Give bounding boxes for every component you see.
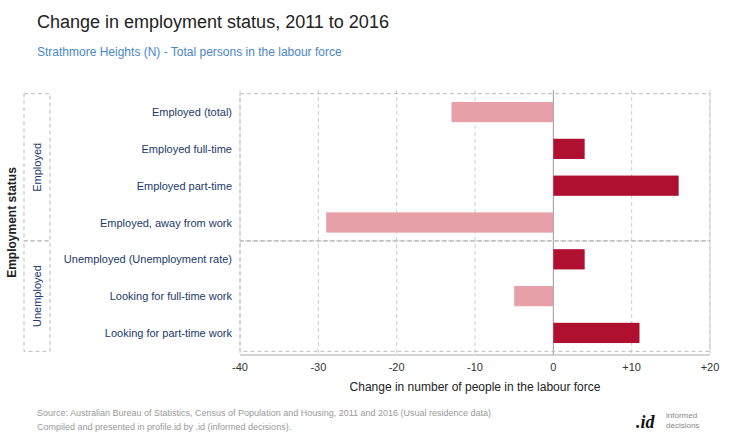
category-label: Looking for full-time work bbox=[110, 290, 233, 302]
title: Change in employment status, 2011 to 201… bbox=[37, 12, 389, 32]
tick-label: 0 bbox=[550, 361, 556, 373]
tick-label: -10 bbox=[467, 361, 483, 373]
x-axis-label: Change in number of people in the labour… bbox=[350, 380, 601, 394]
category-label: Looking for part-time work bbox=[105, 327, 233, 339]
logo: .id bbox=[636, 412, 656, 432]
group-label: Employed bbox=[31, 143, 43, 192]
bar bbox=[514, 286, 553, 306]
tick-label: -40 bbox=[232, 361, 248, 373]
group-label-box bbox=[24, 241, 50, 351]
x-grid bbox=[240, 90, 710, 355]
subtitle: Strathmore Heights (N) - Total persons i… bbox=[37, 45, 342, 59]
x-tick-labels: -40 -30 -20 -10 0 +10 +20 bbox=[232, 361, 719, 373]
category-label: Employed, away from work bbox=[100, 217, 233, 229]
tick-label: -30 bbox=[310, 361, 326, 373]
group-label: Unemployed bbox=[31, 265, 43, 327]
bar bbox=[452, 102, 554, 122]
bar bbox=[553, 139, 584, 159]
y-axis-label: Employment status bbox=[5, 167, 19, 278]
chart: Change in employment status, 2011 to 201… bbox=[0, 0, 740, 440]
group-box bbox=[240, 241, 710, 351]
logo-text-line: informed bbox=[666, 411, 697, 420]
tick-label: +10 bbox=[622, 361, 641, 373]
category-label: Unemployed (Unemployment rate) bbox=[64, 253, 232, 265]
bar bbox=[326, 212, 553, 232]
grid-line bbox=[631, 90, 632, 355]
category-label: Employed full-time bbox=[142, 143, 232, 155]
bar bbox=[553, 176, 678, 196]
grid-line bbox=[318, 90, 319, 355]
logo-text: informeddecisions bbox=[666, 411, 699, 430]
tick-label: +20 bbox=[701, 361, 720, 373]
group-label-box bbox=[24, 94, 50, 241]
bar bbox=[553, 323, 639, 343]
category-labels: Employed (total) Employed full-time Employ… bbox=[64, 106, 233, 339]
tick-label: -20 bbox=[389, 361, 405, 373]
bar bbox=[553, 249, 584, 269]
bars bbox=[326, 102, 678, 343]
source-text: Source: Australian Bureau of Statistics,… bbox=[37, 408, 491, 418]
logo-text-line: decisions bbox=[666, 421, 699, 430]
source-text: Compiled and presented in profile.id by … bbox=[37, 422, 291, 432]
category-label: Employed part-time bbox=[137, 180, 232, 192]
category-label: Employed (total) bbox=[152, 106, 232, 118]
x-axis-line bbox=[240, 355, 710, 356]
group-box bbox=[240, 94, 710, 241]
